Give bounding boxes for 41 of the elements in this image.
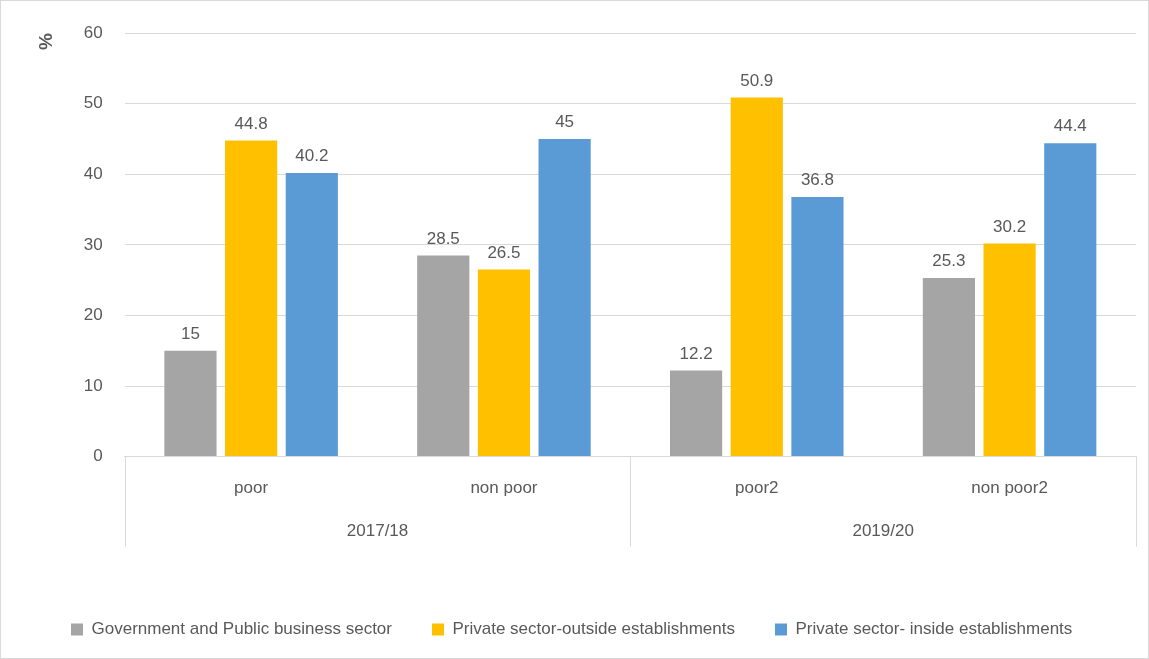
legend-label: Government and Public business sector [91, 619, 393, 639]
data-label: 50.9 [740, 70, 774, 90]
x-tick-label: non poor [470, 478, 538, 498]
data-label: 25.3 [932, 251, 966, 271]
text: 2017/18 [346, 521, 409, 541]
y-tick-label: 60 [83, 22, 103, 42]
data-label: 45 [555, 112, 575, 132]
y-tick-label: 10 [83, 375, 103, 395]
bar [285, 172, 338, 457]
bar [417, 255, 470, 457]
bar [538, 139, 591, 457]
data-label: 36.8 [800, 170, 834, 190]
data-label: 28.5 [426, 228, 460, 248]
x-tick-label: poor [234, 478, 269, 498]
bar [477, 269, 531, 457]
data-label: 12.2 [679, 343, 713, 363]
bar [164, 350, 217, 457]
data-label: 26.5 [487, 242, 521, 262]
bar [922, 278, 975, 457]
x-tick-label: non poor2 [971, 478, 1048, 498]
data-label: 30.2 [993, 216, 1027, 236]
bar [730, 97, 783, 457]
y-tick-label: 30 [83, 234, 103, 254]
y-tick-label: 20 [83, 305, 103, 325]
bar [1044, 143, 1097, 457]
data-label: 44.8 [234, 113, 268, 133]
legend-label: Private sector-outside establishments [452, 619, 736, 639]
x-tick-label: poor2 [735, 478, 779, 498]
y-tick-label: 0 [93, 446, 103, 466]
data-label: 40.2 [295, 146, 329, 166]
legend-label: Private sector- inside establishments [795, 619, 1073, 639]
text: 2019/20 [852, 521, 914, 541]
y-tick-label: 40 [83, 164, 103, 184]
y-axis-title: % [34, 33, 56, 51]
bar [983, 243, 1036, 457]
y-tick-label: 50 [83, 93, 103, 113]
data-label: 44.4 [1053, 116, 1087, 136]
data-label: 15 [180, 323, 200, 343]
bar [670, 370, 723, 457]
bar [225, 140, 278, 457]
bar [791, 196, 844, 457]
